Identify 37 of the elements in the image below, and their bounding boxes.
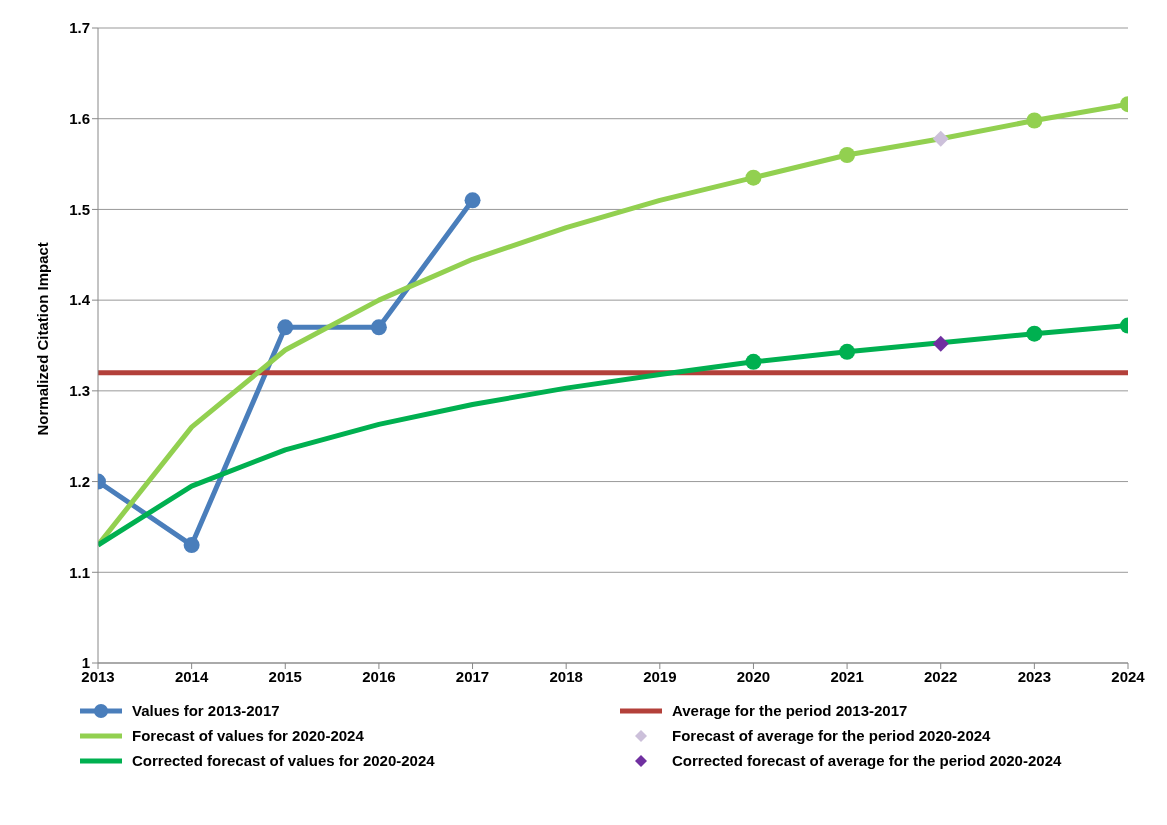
x-tick-label: 2023	[1017, 667, 1052, 685]
x-tick-label: 2014	[174, 667, 209, 685]
x-tick-label: 2022	[924, 667, 958, 685]
point	[839, 147, 856, 163]
point	[1026, 325, 1043, 342]
y-tick-label: 1.1	[69, 563, 90, 581]
y-axis-title: Normalized Citation Impact	[34, 242, 52, 436]
point	[932, 130, 949, 147]
point	[183, 537, 200, 554]
legend-label: Corrected forecast of values for 2020-2024	[132, 752, 435, 769]
y-tick-label: 1.5	[69, 200, 90, 218]
point	[277, 319, 294, 336]
y-tick-label: 1.2	[69, 472, 90, 490]
legend-label: Forecast of values for 2020-2024	[132, 727, 364, 744]
legend-label: Average for the period 2013-2017	[672, 702, 908, 719]
y-tick-label: 1.4	[69, 291, 91, 309]
x-tick-label: 2018	[549, 667, 583, 685]
point	[745, 169, 762, 186]
x-tick-label: 2020	[736, 667, 771, 685]
point	[932, 335, 949, 352]
legend-label: Forecast of average for the period 2020-2024	[672, 727, 991, 744]
x-tick-label: 2015	[268, 667, 302, 685]
y-tick-label: 1.3	[69, 382, 90, 400]
point	[464, 192, 481, 209]
legend-label: Values for 2013-2017	[132, 702, 280, 719]
x-tick-label: 2017	[455, 667, 490, 685]
legend-label: Corrected forecast of average for the period 2020-2024	[672, 752, 1062, 769]
x-tick-label: 2024	[1111, 667, 1146, 685]
x-tick-label: 2019	[643, 667, 677, 685]
point	[839, 343, 856, 360]
point	[745, 353, 762, 370]
y-tick-label: 1.6	[69, 110, 90, 128]
x-tick-label: 2016	[362, 667, 396, 685]
x-tick-label: 2021	[830, 667, 864, 685]
y-tick-label: 1.7	[69, 19, 90, 37]
point	[370, 319, 387, 336]
point	[1026, 112, 1043, 129]
